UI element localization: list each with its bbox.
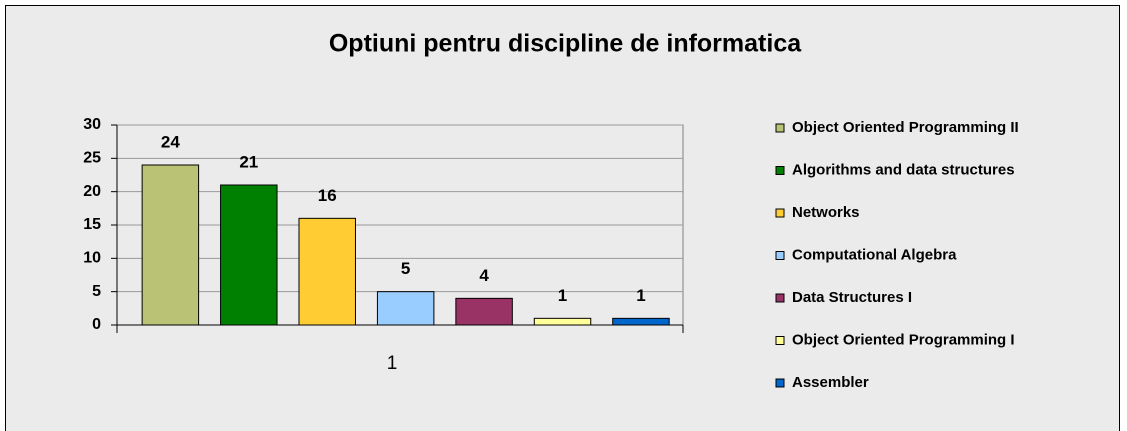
- bar: [376, 291, 435, 326]
- chart-title: Optiuni pentru discipline de informatica: [329, 30, 802, 58]
- legend-swatch: [775, 208, 785, 218]
- legend-label: Object Oriented Programming I: [792, 331, 1015, 348]
- legend-label: Algorithms and data structures: [792, 161, 1015, 178]
- data-label: 21: [239, 152, 258, 171]
- data-label: 1: [636, 286, 645, 305]
- legend-label: Assembler: [792, 374, 869, 391]
- data-label: 1: [558, 286, 567, 305]
- bar: [533, 317, 592, 326]
- legend-swatch: [775, 378, 785, 388]
- data-label: 4: [479, 266, 489, 285]
- data-label: 5: [401, 259, 410, 278]
- bar: [612, 317, 670, 326]
- legend-label: Computational Algebra: [792, 246, 957, 263]
- data-label: 24: [161, 132, 180, 151]
- bar: [220, 184, 278, 326]
- y-tick-label: 30: [83, 116, 101, 133]
- y-tick-label: 15: [83, 216, 101, 233]
- legend-swatch: [775, 336, 785, 345]
- legend-swatch: [775, 251, 785, 260]
- legend-swatch: [775, 166, 785, 175]
- legend-label: Networks: [792, 204, 860, 221]
- bar: [298, 217, 356, 326]
- y-tick-label: 25: [83, 150, 101, 167]
- x-tick-label: 1: [387, 353, 398, 374]
- bar: [455, 297, 513, 326]
- bar: [141, 164, 200, 326]
- legend-swatch: [775, 293, 785, 303]
- y-tick-label: 20: [83, 183, 101, 200]
- y-tick-label: 10: [83, 250, 101, 267]
- legend-label: Data Structures I: [792, 289, 912, 306]
- legend-label: Object Oriented Programming II: [792, 119, 1019, 136]
- y-tick-label: 5: [92, 283, 101, 300]
- data-label: 16: [318, 186, 337, 205]
- legend-swatch: [775, 123, 785, 133]
- y-tick-label: 0: [92, 316, 101, 333]
